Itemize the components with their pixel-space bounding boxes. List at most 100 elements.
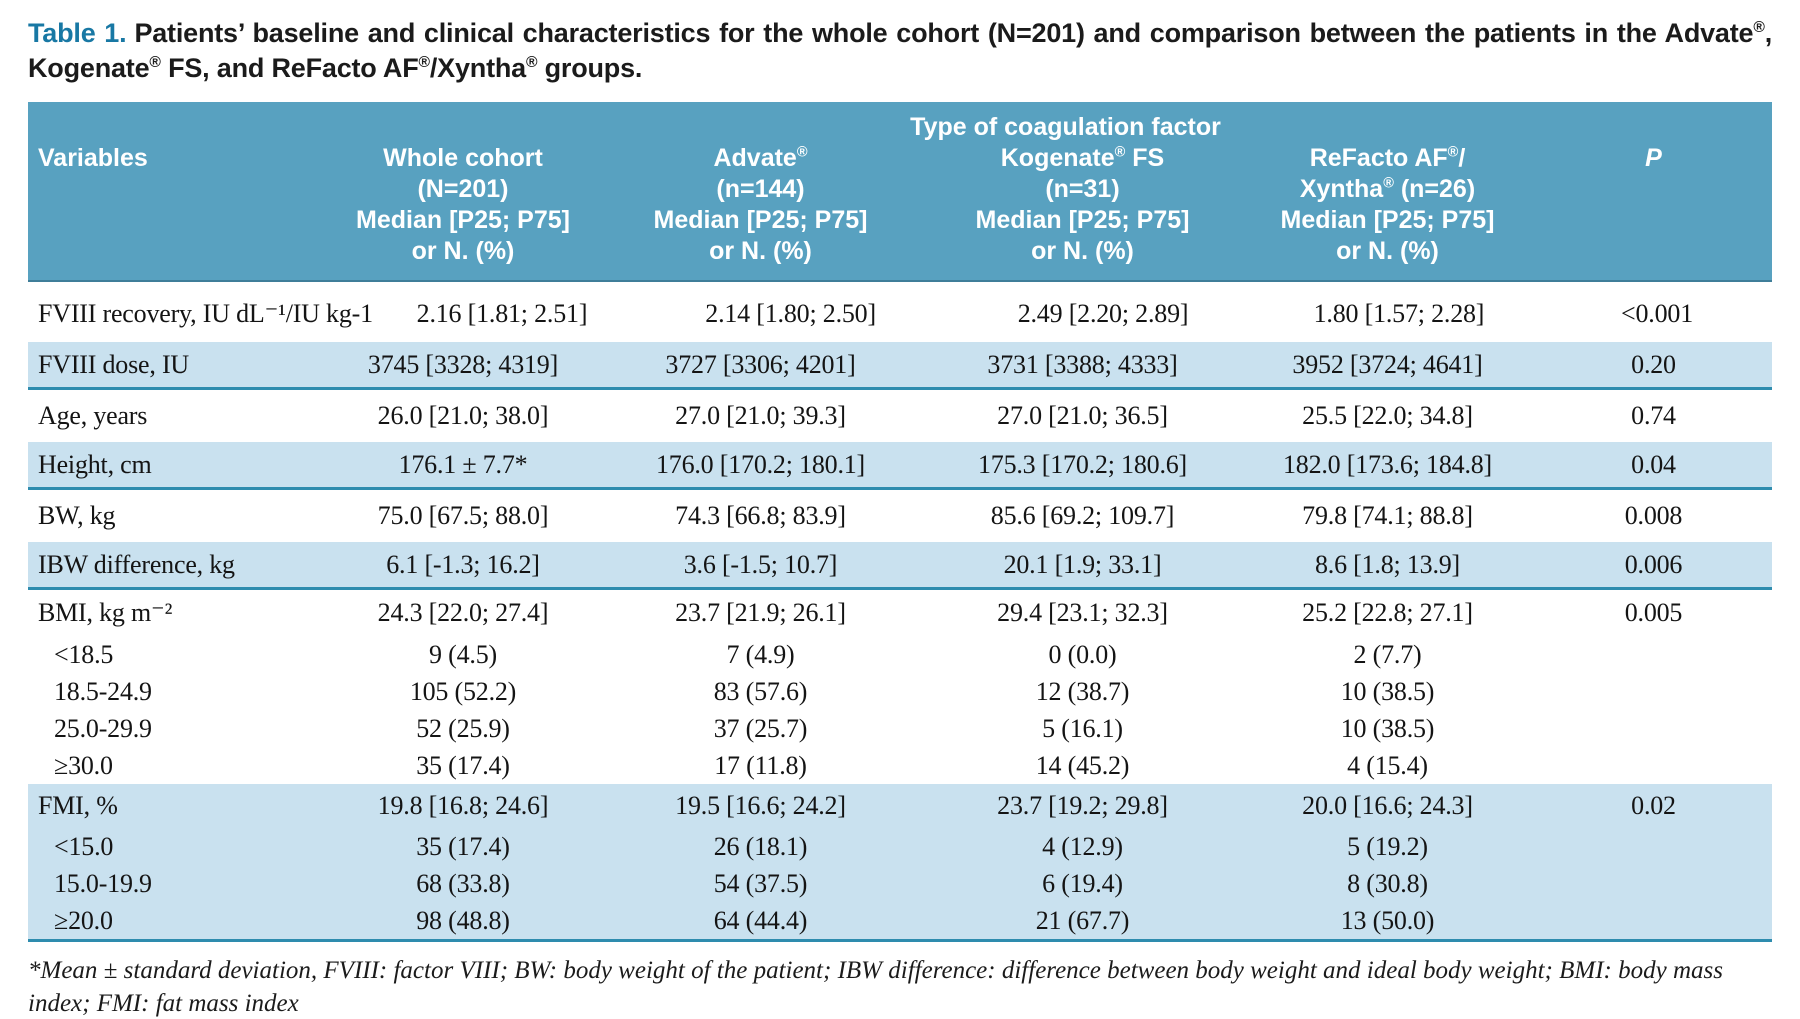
row-value: 2.14 [1.80; 2.50]: [705, 298, 876, 328]
row-label: ≥20.0: [54, 905, 113, 935]
row-value: 27.0 [21.0; 39.3]: [675, 401, 846, 430]
header-line: Median [P25; P75]: [653, 206, 868, 234]
row-value: 0.20: [1631, 349, 1676, 379]
row-value: 2.49 [2.20; 2.89]: [1017, 298, 1189, 328]
row-value: 20.0 [16.6; 24.3]: [1302, 791, 1473, 820]
table-row: 25.0-29.9 52 (25.9) 37 (25.7) 5 (16.1) 10 (3…: [28, 710, 1772, 747]
header-line: Median [P25; P75]: [356, 206, 570, 234]
row-value: 9 (4.5): [429, 639, 497, 669]
row-value: 25.2 [22.8; 27.1]: [1302, 598, 1473, 627]
header-whole-cohort: Whole cohort (N=201) Median [P25; P75] or N…: [330, 143, 596, 267]
header-line: Advate®: [713, 144, 808, 172]
row-value: 52 (25.9): [416, 713, 510, 743]
table-row: <15.0 35 (17.4) 26 (18.1) 4 (12.9) 5 (19.2): [28, 828, 1772, 865]
table-row: ≥20.0 98 (48.8) 64 (44.4) 21 (67.7) 13 (50.0…: [28, 902, 1772, 942]
header-line: Xyntha® (n=26): [1299, 175, 1476, 203]
row-value: 1.80 [1.57; 2.28]: [1313, 298, 1485, 328]
row-value: 23.7 [19.2; 29.8]: [997, 791, 1168, 820]
header-line: Whole cohort: [383, 144, 543, 172]
row-value: 19.8 [16.8; 24.6]: [377, 791, 549, 820]
row-value: 85.6 [69.2; 109.7]: [990, 501, 1175, 530]
row-value: 10 (38.5): [1340, 713, 1435, 743]
table-row: ≥30.0 35 (17.4) 17 (11.8) 14 (45.2) 4 (15.4): [28, 747, 1772, 784]
table-number: Table 1.: [28, 18, 127, 48]
row-value: 23.7 [21.9; 26.1]: [675, 598, 846, 627]
row-value: 5 (19.2): [1347, 831, 1428, 861]
row-value: 21 (67.7): [1035, 905, 1130, 935]
row-label: 15.0-19.9: [54, 868, 152, 898]
table-row: FVIII recovery, IU dL⁻¹/IU kg-1 2.16 [1.8…: [28, 282, 1772, 342]
row-value: 64 (44.4): [713, 905, 808, 935]
table-row: FVIII dose, IU 3745 [3328; 4319] 3727 [330…: [28, 342, 1772, 390]
row-value: 176.0 [170.2; 180.1]: [655, 449, 866, 479]
row-value: 13 (50.0): [1340, 905, 1435, 935]
row-value: 3.6 [-1.5; 10.7]: [683, 549, 838, 579]
row-value: 176.1 ± 7.7*: [398, 449, 528, 479]
table-row: FMI, % 19.8 [16.8; 24.6] 19.5 [16.6; 24.2]…: [28, 784, 1772, 828]
row-value: 79.8 [74.1; 88.8]: [1302, 501, 1473, 530]
row-value: <0.001: [1621, 298, 1693, 328]
table-row: BMI, kg m⁻² 24.3 [22.0; 27.4] 23.7 [21.9; …: [28, 590, 1772, 636]
header-variables: Variables: [38, 144, 148, 172]
table-row: Height, cm 176.1 ± 7.7* 176.0 [170.2; 180.…: [28, 442, 1772, 490]
row-value: 4 (15.4): [1347, 750, 1428, 780]
row-label: 18.5-24.9: [54, 676, 152, 706]
row-value: 3745 [3328; 4319]: [367, 349, 559, 379]
row-value: 35 (17.4): [416, 750, 510, 780]
row-value: 6.1 [-1.3; 16.2]: [386, 549, 540, 579]
header-span-coagulation-factor: Type of coagulation factor: [910, 113, 1221, 141]
row-value: 26.0 [21.0; 38.0]: [377, 401, 549, 430]
row-label: Age, years: [38, 401, 148, 430]
row-label: BW, kg: [38, 501, 116, 530]
table-header: Type of coagulation factor Variables Who…: [28, 102, 1772, 282]
row-value: 37 (25.7): [713, 713, 808, 743]
header-line: ReFacto AF®/: [1309, 144, 1466, 172]
header-line: or N. (%): [411, 237, 515, 265]
row-value: 0.005: [1624, 598, 1683, 627]
header-p-value: P: [1645, 144, 1662, 172]
header-line: (n=144): [716, 175, 805, 203]
row-value: 12 (38.7): [1035, 676, 1130, 706]
header-kogenate-fs: Kogenate® FS (n=31) Median [P25; P75] or N.…: [925, 143, 1240, 267]
row-value: 0.74: [1631, 401, 1676, 430]
row-value: 3731 [3388; 4333]: [987, 349, 1178, 379]
table-row: Age, years 26.0 [21.0; 38.0] 27.0 [21.0; 3…: [28, 390, 1772, 442]
header-line: or N. (%): [1336, 237, 1439, 265]
row-value: 17 (11.8): [714, 750, 807, 780]
row-label: BMI, kg m⁻²: [38, 598, 173, 627]
row-value: 105 (52.2): [409, 676, 517, 706]
row-value: 3952 [3724; 4641]: [1292, 349, 1483, 379]
row-value: 0.008: [1624, 501, 1683, 530]
row-value: 19.5 [16.6; 24.2]: [675, 791, 846, 820]
row-value: 2.16 [1.81; 2.51]: [416, 298, 588, 328]
header-line: or N. (%): [709, 237, 812, 265]
row-value: 175.3 [170.2; 180.6]: [977, 449, 1188, 479]
row-label: <18.5: [54, 639, 114, 669]
row-value: 0 (0.0): [1048, 639, 1117, 669]
row-label: FMI, %: [38, 791, 118, 820]
table-row: 18.5-24.9 105 (52.2) 83 (57.6) 12 (38.7) 10 …: [28, 673, 1772, 710]
row-value: 5 (16.1): [1042, 713, 1123, 743]
row-value: 10 (38.5): [1340, 676, 1435, 706]
row-value: 29.4 [23.1; 32.3]: [997, 598, 1168, 627]
row-value: 74.3 [66.8; 83.9]: [675, 501, 846, 530]
row-label: IBW difference, kg: [38, 549, 235, 579]
row-label: Height, cm: [38, 449, 152, 479]
table-row: <18.5 9 (4.5) 7 (4.9) 0 (0.0) 2 (7.7): [28, 636, 1772, 673]
row-value: 54 (37.5): [713, 868, 808, 898]
header-line: or N. (%): [1031, 237, 1134, 265]
row-value: 8.6 [1.8; 13.9]: [1314, 549, 1461, 579]
table-row: 15.0-19.9 68 (33.8) 54 (37.5) 6 (19.4) 8 (30…: [28, 865, 1772, 902]
table-body: FVIII recovery, IU dL⁻¹/IU kg-1 2.16 [1.8…: [28, 282, 1772, 942]
row-value: 6 (19.4): [1042, 868, 1123, 898]
data-table: Type of coagulation factor Variables Who…: [28, 102, 1772, 942]
row-value: 27.0 [21.0; 36.5]: [997, 401, 1168, 430]
table-footnote: *Mean ± standard deviation, FVIII: facto…: [28, 957, 1723, 1017]
row-value: 0.04: [1631, 449, 1676, 479]
header-line: Kogenate® FS: [1000, 144, 1165, 172]
header-advate: Advate® (n=144) Median [P25; P75] or N. (%): [596, 143, 925, 267]
header-line: Median [P25; P75]: [975, 206, 1190, 234]
row-value: 68 (33.8): [416, 868, 510, 898]
row-value: 14 (45.2): [1035, 750, 1130, 780]
